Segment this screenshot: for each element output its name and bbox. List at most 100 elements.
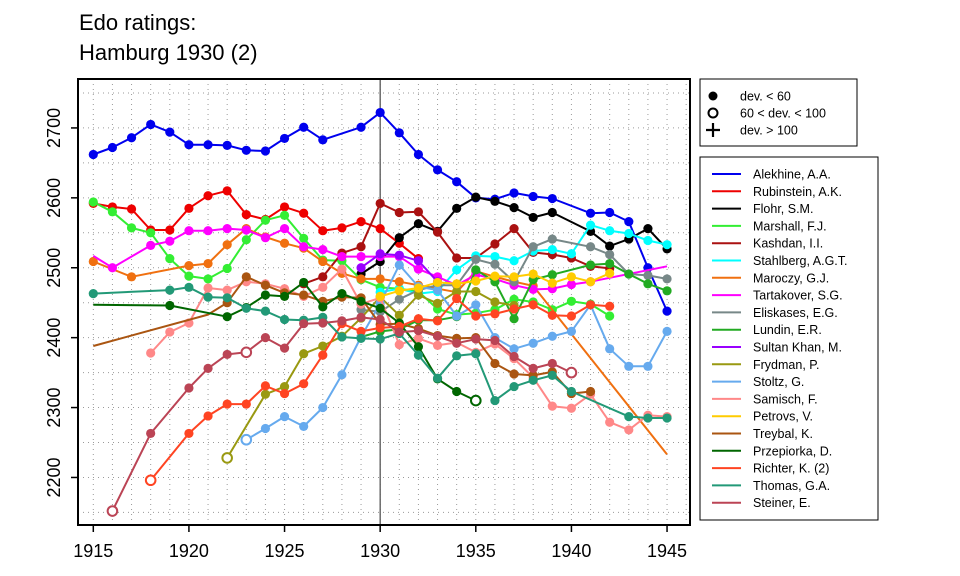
data-point: [375, 223, 385, 234]
data-point: [471, 286, 481, 297]
data-point: [452, 253, 462, 263]
data-point: [432, 298, 443, 308]
data-point: [413, 314, 424, 324]
data-point: [203, 191, 213, 201]
data-point: [490, 358, 500, 369]
data-point: [375, 334, 385, 344]
data-point: [566, 311, 577, 321]
data-point: [299, 319, 309, 329]
legend-label: Stoltz, G.: [753, 375, 804, 389]
data-point: [318, 256, 328, 267]
data-point: [643, 413, 653, 423]
data-point: [585, 300, 596, 310]
data-point: [528, 375, 538, 385]
series-line: [149, 268, 668, 431]
legend-label: Rubinstein, A.K.: [753, 185, 842, 199]
data-point: [509, 304, 519, 314]
data-point: [165, 225, 175, 235]
data-point: [241, 145, 251, 155]
data-point: [260, 146, 271, 156]
x-tick-label: 1920: [169, 541, 209, 561]
data-point: [222, 263, 232, 274]
data-point: [318, 244, 328, 255]
data-point: [318, 135, 328, 145]
data-point: [318, 272, 328, 282]
data-point: [662, 240, 672, 250]
data-point: [222, 240, 232, 250]
series-legend-box: [699, 156, 879, 521]
data-point: [566, 272, 577, 282]
data-point: [509, 203, 519, 213]
data-point-open: [470, 394, 482, 407]
y-tick-label: 2300: [44, 388, 64, 428]
marker-legend: dev. < 60 60 < dev. < 100 dev. > 100: [699, 78, 858, 147]
data-point: [203, 292, 213, 302]
data-point: [203, 411, 213, 421]
data-point: [585, 386, 596, 397]
data-point: [624, 361, 634, 371]
data-point: [547, 193, 557, 204]
data-point: [203, 363, 213, 374]
data-point: [490, 271, 500, 281]
data-point: [203, 283, 213, 293]
data-point: [260, 381, 271, 391]
data-point: [88, 197, 98, 207]
data-point: [471, 349, 481, 359]
legend-label: Samisch, F.: [753, 392, 818, 406]
data-point: [413, 350, 424, 360]
data-point: [241, 272, 251, 282]
data-point: [624, 217, 634, 227]
series-line: [380, 224, 668, 295]
legend-label: Richter, K. (2): [753, 462, 829, 476]
data-point: [241, 303, 251, 313]
series-flohr-s-m: [356, 192, 672, 279]
data-point: [643, 223, 653, 234]
series-steiner-e: [106, 312, 578, 517]
data-point: [566, 326, 577, 336]
data-point: [299, 242, 309, 252]
series-stoltz-g: [240, 260, 672, 446]
data-point: [394, 207, 404, 218]
data-point: [432, 277, 443, 288]
data-point: [241, 210, 251, 220]
data-point: [394, 277, 404, 287]
data-point: [471, 192, 481, 202]
data-point: [126, 272, 137, 282]
data-point: [643, 279, 653, 289]
data-point: [585, 220, 596, 230]
series-alekhine-a-a: [88, 107, 672, 316]
series-line: [360, 238, 668, 313]
data-point-open: [240, 433, 253, 446]
data-point: [624, 425, 634, 435]
data-point: [432, 165, 443, 175]
data-point-open: [565, 366, 578, 379]
data-point: [605, 301, 615, 311]
data-point: [260, 306, 271, 316]
data-point: [126, 204, 137, 214]
legend-label: Treybal, K.: [753, 427, 813, 441]
data-point: [394, 327, 404, 337]
data-point: [356, 296, 366, 306]
data-point: [413, 219, 424, 229]
data-point: [490, 259, 500, 269]
data-point: [279, 381, 290, 392]
y-tick-label: 2400: [44, 318, 64, 358]
y-tick-label: 2500: [44, 248, 64, 288]
data-point: [662, 274, 672, 284]
data-point: [452, 338, 462, 348]
data-point: [356, 274, 366, 284]
data-point: [528, 242, 538, 252]
data-point: [605, 258, 615, 269]
data-point: [662, 326, 672, 336]
data-point: [318, 318, 328, 328]
data-point: [279, 388, 290, 399]
data-point: [318, 282, 328, 292]
series-line: [93, 189, 420, 260]
data-point: [241, 235, 251, 245]
data-point: [299, 208, 309, 218]
data-point: [279, 223, 290, 234]
data-point: [413, 256, 424, 266]
data-point: [318, 302, 328, 312]
x-tick-label: 1940: [551, 541, 591, 561]
